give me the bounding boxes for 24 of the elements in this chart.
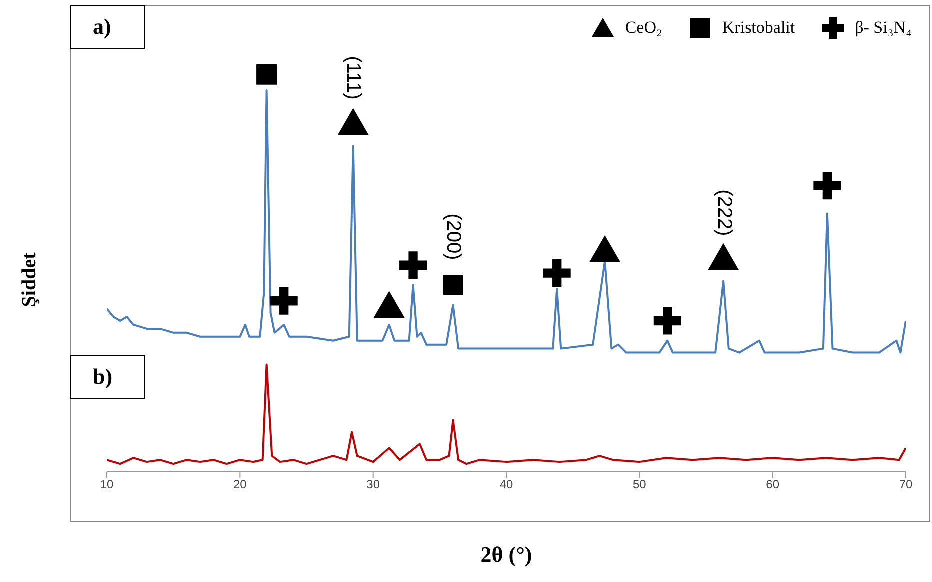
point	[400, 252, 428, 280]
annotation: (222)	[712, 190, 736, 237]
point	[814, 172, 842, 200]
point	[654, 307, 682, 335]
point	[256, 64, 278, 85]
x-tick-label: 60	[766, 478, 780, 492]
x-tick-label: 70	[899, 478, 913, 492]
x-tick-label: 30	[366, 478, 380, 492]
y-axis-title: Şiddet	[18, 252, 42, 308]
point	[543, 260, 571, 288]
legend-label: CeO₂	[625, 18, 662, 38]
annotation: b)	[70, 355, 145, 399]
x-tick-label: 40	[500, 478, 514, 492]
x-axis-title: 2θ (°)	[480, 542, 532, 568]
point	[442, 274, 464, 296]
legend-label: β- Si₃N₄	[855, 18, 912, 38]
x-tick-label: 20	[233, 478, 248, 492]
x-tick-label: 10	[100, 478, 114, 492]
text: a)	[70, 5, 145, 49]
point	[270, 287, 298, 315]
annotation: (111)	[342, 56, 365, 100]
legend-label: Kristobalit	[722, 18, 796, 38]
annotation: (200)	[442, 214, 465, 260]
x-tick-label: 50	[632, 478, 647, 492]
